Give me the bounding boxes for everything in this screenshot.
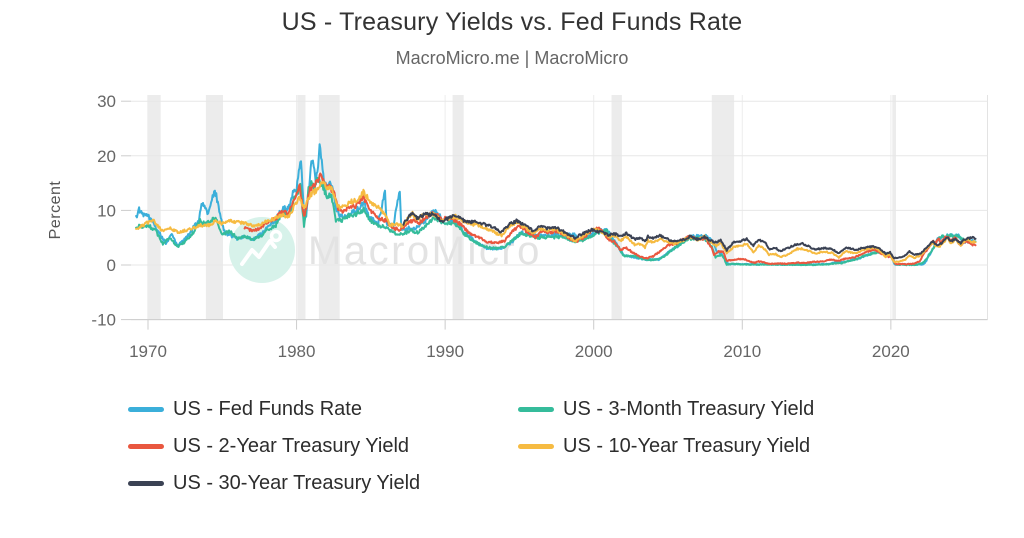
y-tick-label-30: 30 — [97, 92, 116, 111]
legend-item-us-3-month-treasury-yield[interactable]: US - 3-Month Treasury Yield — [518, 397, 814, 421]
legend-marker-icon — [518, 406, 554, 412]
legend-item-label: US - Fed Funds Rate — [173, 398, 362, 420]
legend-item-us-2-year-treasury-yield[interactable]: US - 2-Year Treasury Yield — [128, 434, 518, 458]
x-tick-label-1980: 1980 — [278, 342, 316, 361]
legend-marker-icon — [128, 443, 164, 449]
watermark-mountain-icon — [240, 239, 277, 266]
recession-band — [892, 95, 896, 320]
legend-item-label: US - 30-Year Treasury Yield — [173, 472, 421, 494]
series-line-us-2-year-treasury-yield[interactable] — [243, 172, 977, 266]
recession-band — [205, 95, 223, 320]
x-tick-label-2000: 2000 — [575, 342, 613, 361]
x-tick-label-2010: 2010 — [723, 342, 761, 361]
legend-item-label: US - 10-Year Treasury Yield — [563, 435, 811, 457]
legend-item-label: US - 2-Year Treasury Yield — [173, 435, 410, 457]
chart-subtitle: MacroMicro.me | MacroMicro — [395, 48, 629, 68]
legend-item-label: US - 3-Month Treasury Yield — [563, 398, 815, 420]
legend-item-us-30-year-treasury-yield[interactable]: US - 30-Year Treasury Yield — [128, 471, 518, 495]
recession-band — [611, 95, 622, 320]
legend-marker-icon — [128, 406, 164, 412]
y-tick-label-10: 10 — [97, 201, 116, 220]
legend: US - Fed Funds Rate US - 3-Month Treasury… — [128, 397, 814, 495]
legend-marker-icon — [128, 480, 164, 486]
legend-marker-icon — [518, 443, 554, 449]
series-line-us-30-year-treasury-yield[interactable] — [402, 211, 977, 260]
plot-svg: 1970198019902000201020203020100-10MacroM… — [91, 92, 988, 361]
x-tick-label-1970: 1970 — [129, 342, 167, 361]
legend-item-us-10-year-treasury-yield[interactable]: US - 10-Year Treasury Yield — [518, 434, 814, 458]
recession-band — [147, 95, 161, 320]
recession-band — [452, 95, 464, 320]
x-tick-label-1990: 1990 — [426, 342, 464, 361]
recession-bands — [147, 95, 896, 320]
y-tick-label-0: 0 — [107, 256, 116, 275]
recession-band — [318, 95, 340, 320]
series-lines — [135, 143, 977, 267]
watermark-dot-icon — [269, 229, 283, 243]
y-tick-label--10: -10 — [91, 311, 116, 330]
legend-item-us-fed-funds-rate[interactable]: US - Fed Funds Rate — [128, 397, 518, 421]
series-line-us-3-month-treasury-yield[interactable] — [135, 176, 977, 267]
x-tick-label-2020: 2020 — [872, 342, 910, 361]
y-tick-label-20: 20 — [97, 147, 116, 166]
plot-area[interactable] — [131, 95, 988, 320]
chart-title: US - Treasury Yields vs. Fed Funds Rate — [281, 8, 743, 36]
